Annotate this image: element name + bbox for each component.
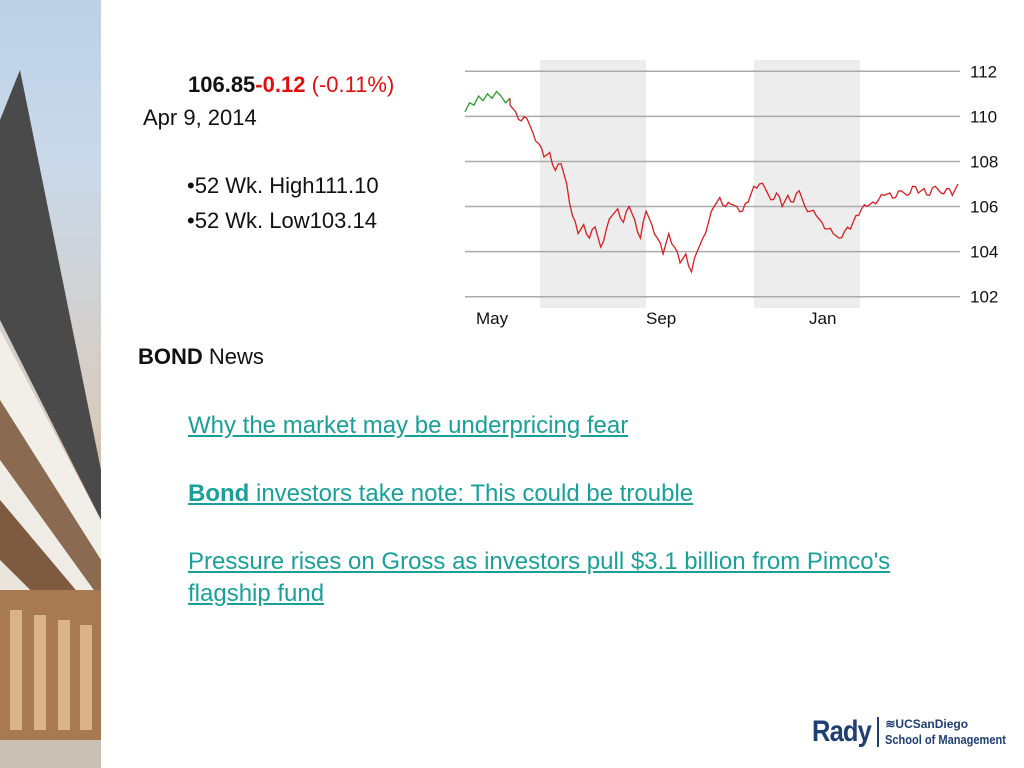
price-line-down bbox=[509, 98, 959, 274]
logo-ucsd-text: ≋UCSanDiego bbox=[885, 717, 1024, 732]
y-tick-label: 112 bbox=[970, 62, 997, 81]
news-heading: BOND News bbox=[138, 344, 264, 370]
trident-icon: ≋ bbox=[885, 717, 896, 731]
week52-low: •52 Wk. Low103.14 bbox=[187, 208, 377, 234]
week52-high-value: 111.10 bbox=[314, 173, 379, 198]
logo-rady-text: Rady bbox=[812, 715, 872, 748]
y-tick-label: 108 bbox=[970, 152, 998, 171]
week52-low-value: 103.14 bbox=[309, 208, 377, 233]
y-tick-label: 106 bbox=[970, 198, 998, 217]
news-link-2-text: investors take note: This could be troub… bbox=[249, 480, 694, 507]
news-link-1[interactable]: Why the market may be underpricing fear bbox=[188, 410, 948, 442]
price-line-up bbox=[464, 90, 511, 113]
logo-divider bbox=[877, 717, 880, 747]
y-tick-label: 110 bbox=[970, 107, 997, 126]
x-tick-label: Jan bbox=[809, 309, 836, 328]
chart-band bbox=[540, 60, 646, 308]
price-chart: 102 104 106 108 110 112 May Sep Jan bbox=[464, 60, 998, 328]
news-link-3-text: Pressure rises on Gross as investors pul… bbox=[188, 548, 891, 607]
week52-low-label: •52 Wk. Low bbox=[187, 208, 310, 233]
rady-logo: Rady ≋UCSanDiego School of Management bbox=[812, 712, 1024, 752]
quote-change: -0.12 bbox=[255, 72, 306, 97]
chart-band bbox=[754, 60, 860, 308]
y-tick-label: 102 bbox=[970, 288, 998, 307]
week52-high-label: •52 Wk. High bbox=[187, 173, 315, 198]
news-heading-bold: BOND bbox=[138, 344, 203, 369]
news-heading-rest: News bbox=[202, 344, 264, 369]
news-link-3[interactable]: Pressure rises on Gross as investors pul… bbox=[188, 546, 948, 610]
y-tick-label: 104 bbox=[970, 243, 998, 262]
x-tick-label: May bbox=[476, 309, 509, 328]
news-link-2-bold: Bond bbox=[188, 480, 250, 507]
x-tick-label: Sep bbox=[646, 309, 676, 328]
logo-school-text: School of Management bbox=[885, 732, 1007, 747]
logo-school-block: ≋UCSanDiego School of Management bbox=[885, 717, 1024, 747]
news-link-1-text: Why the market may be underpricing fear bbox=[188, 412, 629, 439]
news-link-2[interactable]: Bond investors take note: This could be … bbox=[188, 478, 948, 510]
logo-ucsd-label: UCSanDiego bbox=[895, 717, 969, 731]
week52-high: •52 Wk. High111.10 bbox=[187, 173, 379, 199]
quote-change-percent: (-0.11%) bbox=[311, 72, 395, 97]
quote-date: Apr 9, 2014 bbox=[143, 105, 257, 130]
building-photo bbox=[0, 0, 101, 768]
quote-price-line: 106.85-0.12 (-0.11%) bbox=[188, 72, 394, 98]
quote-price: 106.85 bbox=[188, 72, 256, 97]
